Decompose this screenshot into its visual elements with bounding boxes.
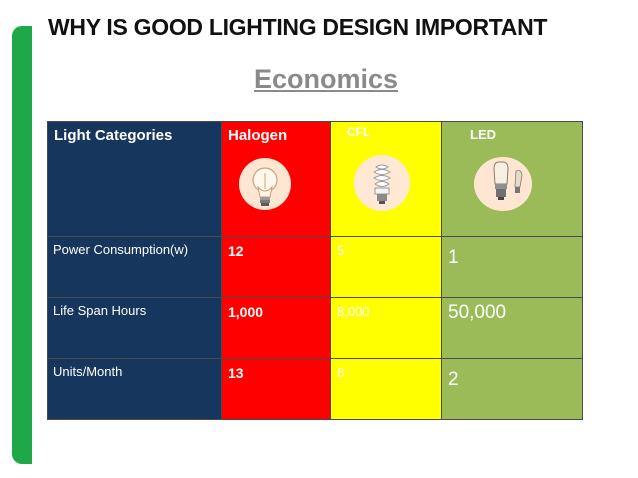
value-cell-halogen: 13 — [221, 358, 331, 420]
header-cell-categories: Light Categories — [47, 121, 222, 237]
accent-bar — [12, 26, 32, 464]
value-led: 1 — [448, 247, 459, 268]
row-label: Units/Month — [53, 364, 123, 379]
column-label-cfl: CFL — [347, 125, 371, 139]
value-cfl: 5 — [337, 243, 345, 258]
table-header-row: Light Categories Halogen CFL — [47, 121, 583, 237]
column-label-led: LED — [470, 127, 496, 142]
value-cell-led: 2 — [441, 358, 583, 420]
table-row: Life Span Hours 1,000 8,000 50,000 — [47, 297, 583, 359]
value-cell-cfl: 6 — [330, 358, 442, 420]
value-halogen: 1,000 — [228, 304, 264, 320]
value-cfl: 8,000 — [337, 304, 370, 319]
value-cell-cfl: 8,000 — [330, 297, 442, 359]
table-row: Units/Month 13 6 2 — [47, 358, 583, 420]
value-halogen: 12 — [228, 243, 244, 259]
row-label: Life Span Hours — [53, 303, 147, 318]
value-halogen: 13 — [228, 365, 244, 381]
value-led: 50,000 — [448, 302, 507, 323]
value-cell-halogen: 1,000 — [221, 297, 331, 359]
header-cell-cfl: CFL — [330, 121, 442, 237]
slide-title: WHY IS GOOD LIGHTING DESIGN IMPORTANT — [48, 14, 548, 40]
halogen-bulb-icon — [239, 157, 291, 211]
row-label: Power Consumption(w) — [53, 242, 189, 257]
value-cfl: 6 — [337, 365, 345, 380]
value-cell-led: 1 — [441, 236, 583, 298]
row-label-cell: Life Span Hours — [47, 297, 222, 359]
row-label-cell: Units/Month — [47, 358, 222, 420]
slide-subtitle: Economics — [253, 64, 399, 94]
corner-label: Light Categories — [54, 127, 173, 144]
header-cell-halogen: Halogen — [221, 121, 331, 237]
header-cell-led: LED — [441, 121, 583, 237]
value-led: 2 — [448, 369, 459, 390]
comparison-table: Light Categories Halogen CFL — [47, 121, 583, 420]
table-row: Power Consumption(w) 12 5 1 — [47, 236, 583, 298]
column-label-halogen: Halogen — [228, 127, 288, 144]
value-cell-cfl: 5 — [330, 236, 442, 298]
row-label-cell: Power Consumption(w) — [47, 236, 222, 298]
value-cell-halogen: 12 — [221, 236, 331, 298]
cfl-bulb-icon — [354, 155, 410, 211]
value-cell-led: 50,000 — [441, 297, 583, 359]
led-bulb-icon — [474, 157, 532, 211]
